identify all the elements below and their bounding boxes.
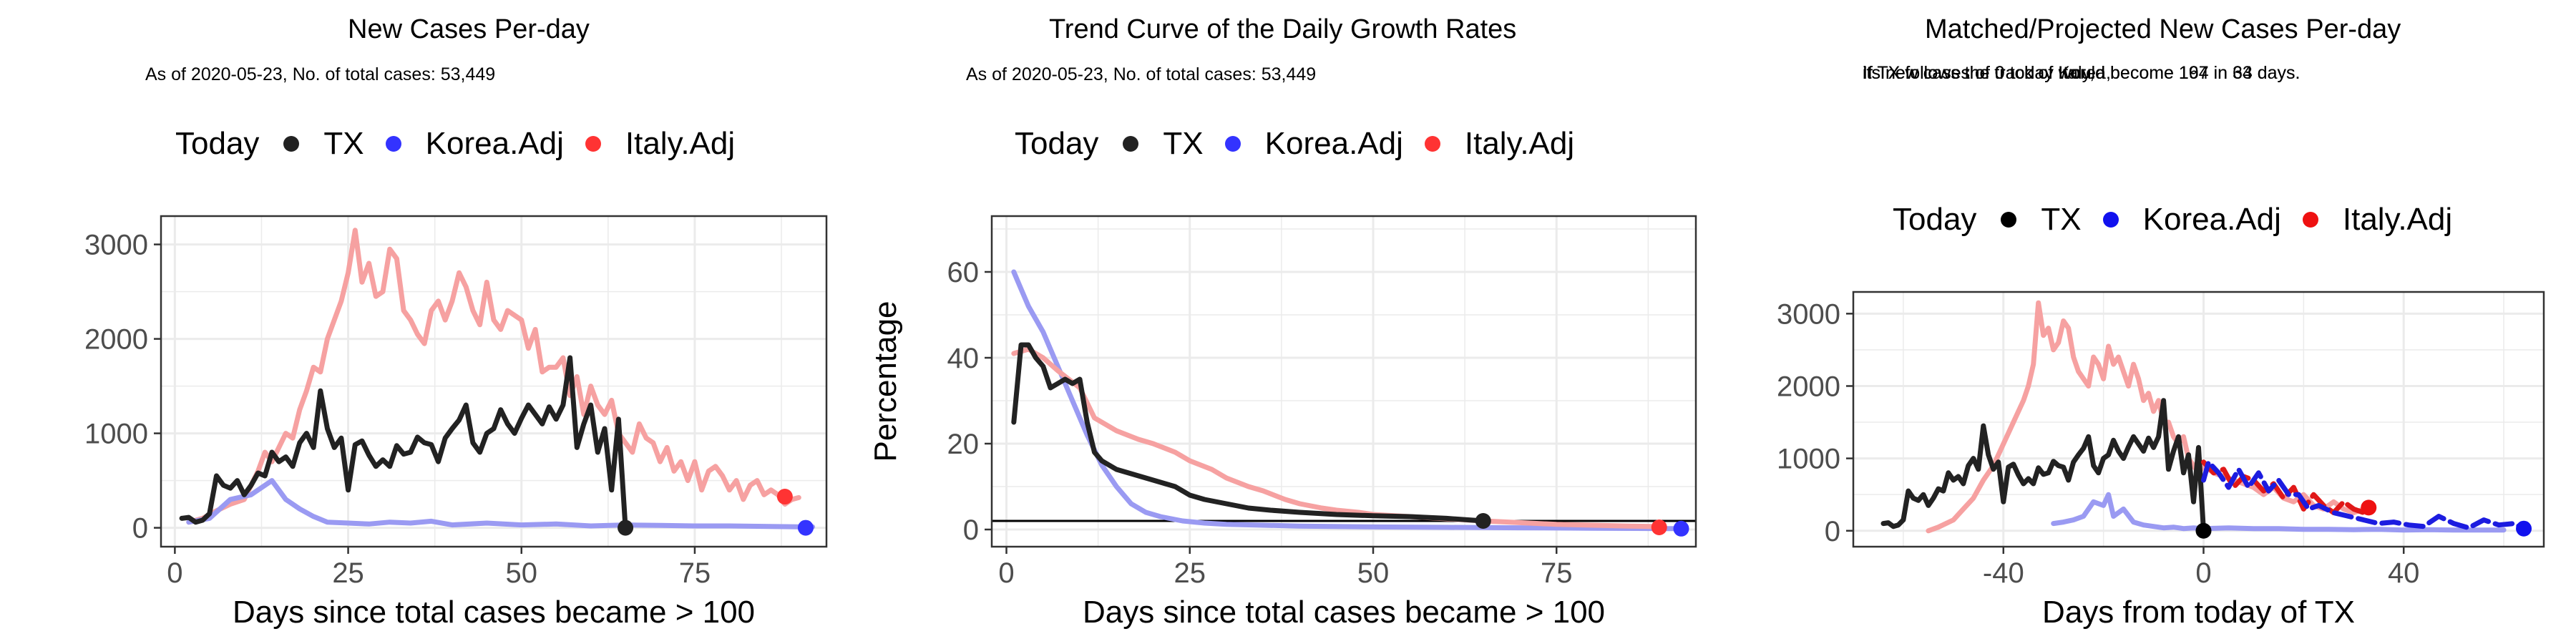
legend-label: Korea.Adj [425,126,564,161]
y-tick-label: 0 [132,513,148,545]
legend-item-tx: TX [2001,202,2082,238]
projection-note: If TX follows the track of Korea, [1863,63,2111,83]
legend: Today TX Korea.Adj Italy.Adj [1015,126,1596,162]
projection-note: its new cases of 0 today would become 19… [1863,63,2301,83]
legend-key-korea [1224,136,1241,152]
legend-key-italy [1424,136,1440,152]
series-line-korea-adj [1011,269,1684,532]
x-axis-label: Days since total cases became > 100 [1083,595,1605,630]
legend-title: Today [1015,126,1099,161]
x-tick-label: 0 [998,557,1014,589]
today-point-tx [2195,522,2212,539]
series-line-tx [1011,342,1486,524]
legend-key-italy [2302,212,2318,228]
today-point-italy-adj [776,489,793,505]
x-axis-label: Days since total cases became > 100 [233,595,755,630]
chart-new-cases: 0 25 50 75 0 1000 2000 3000 Days since total cas… [84,215,828,630]
x-tick-label: 75 [679,557,711,589]
x-tick-label: 25 [1174,557,1206,589]
chart-title: Trend Curve of the Daily Growth Rates [1049,14,1517,44]
today-point-italy-adj [1651,519,1667,535]
legend-label: Italy.Adj [625,126,736,161]
y-tick-label: 2000 [84,324,148,356]
y-tick-label: 3000 [84,230,148,261]
series-line-italy-adj [1011,346,1654,530]
today-point-korea-adj [2516,520,2532,537]
legend-item-korea: Korea.Adj [385,126,564,162]
series-line-korea-adj [2051,492,2507,533]
y-axis-label: Percentage [868,301,903,462]
panel-growth-rates: Trend Curve of the Daily Growth Rates As… [859,0,1717,644]
legend-item-italy: Italy.Adj [2302,202,2453,238]
legend-label: TX [2041,202,2082,237]
x-tick-label: 75 [1541,557,1573,589]
y-tick-label: 3000 [1777,298,1840,330]
series-line-italy-adj [186,228,801,525]
plot-border [990,215,1697,548]
x-tick-label: 25 [332,557,364,589]
chart-projected-cases: -40 0 40 0 1000 2000 3000 Days from today of TX [1777,291,2545,630]
y-tick-label: 1000 [1777,444,1840,475]
legend-key-korea [2102,212,2119,228]
projection-note: If TX follows the track of Italy, [1863,63,2095,83]
today-point-tx [618,519,634,536]
series-line-tx [1880,398,2206,534]
legend: Today TX Korea.Adj Italy.Adj [1893,202,2474,238]
x-axis-label: Days from today of TX [2042,595,2355,630]
legend-key-tx [2001,212,2017,228]
legend-item-italy: Italy.Adj [585,126,735,162]
legend-label: TX [323,126,364,161]
x-tick-label: 0 [2195,557,2211,589]
series-line-korea-adj [186,478,816,530]
y-tick-label: 1000 [84,419,148,450]
today-point-tx [1475,513,1491,529]
plot-border [1852,291,2545,548]
y-tick-label: 20 [947,429,980,460]
chart-subtitle: As of 2020-05-23, No. of total cases: 53… [145,64,496,84]
today-point-korea-adj [797,519,814,536]
chart-title: Matched/Projected New Cases Per-day [1925,14,2401,44]
legend-label: Korea.Adj [1264,126,1403,161]
y-tick-label: 2000 [1777,371,1840,402]
legend-item-tx: TX [1123,126,1204,162]
y-tick-label: 60 [947,257,980,288]
chart-growth-rates: 0 25 50 75 0 20 40 60 Days since total cases bec… [868,215,1697,630]
legend-item-tx: TX [283,126,364,162]
legend-title: Today [1893,202,1977,237]
legend: Today TX Korea.Adj Italy.Adj [175,126,756,162]
y-tick-label: 0 [963,514,979,546]
x-tick-label: 50 [1357,557,1390,589]
x-tick-label: 0 [167,557,182,589]
legend-key-korea [385,136,401,152]
x-tick-label: 50 [506,557,538,589]
legend-key-tx [283,136,300,152]
legend-item-korea: Korea.Adj [2102,202,2281,238]
legend-label: TX [1163,126,1204,161]
legend-item-korea: Korea.Adj [1224,126,1403,162]
series-line-tx [179,355,628,531]
legend-title: Today [175,126,260,161]
legend-key-italy [585,136,601,152]
y-tick-label: 0 [1825,516,1840,547]
today-point-italy-adj [2361,499,2377,516]
today-point-korea-adj [1673,520,1689,537]
legend-label: Italy.Adj [1464,126,1575,161]
series-line-korea-adj-projected [2201,459,2527,532]
legend-item-italy: Italy.Adj [1424,126,1575,162]
projection-note: its new cases of 0 today would become 16… [1863,63,2301,83]
series-line-italy-adj [1926,300,2366,534]
panel-projected-cases: Matched/Projected New Cases Per-day If T… [1717,0,2576,644]
chart-subtitle: As of 2020-05-23, No. of total cases: 53… [966,64,1317,84]
legend-label: Korea.Adj [2142,202,2281,237]
plot-border [160,215,828,548]
x-tick-label: 40 [2388,557,2420,589]
x-tick-label: -40 [1983,557,2024,589]
legend-key-tx [1123,136,1139,152]
legend-label: Italy.Adj [2342,202,2453,237]
panel-new-cases: New Cases Per-day As of 2020-05-23, No. … [0,0,859,644]
y-tick-label: 40 [947,343,980,374]
chart-title: New Cases Per-day [348,14,590,44]
